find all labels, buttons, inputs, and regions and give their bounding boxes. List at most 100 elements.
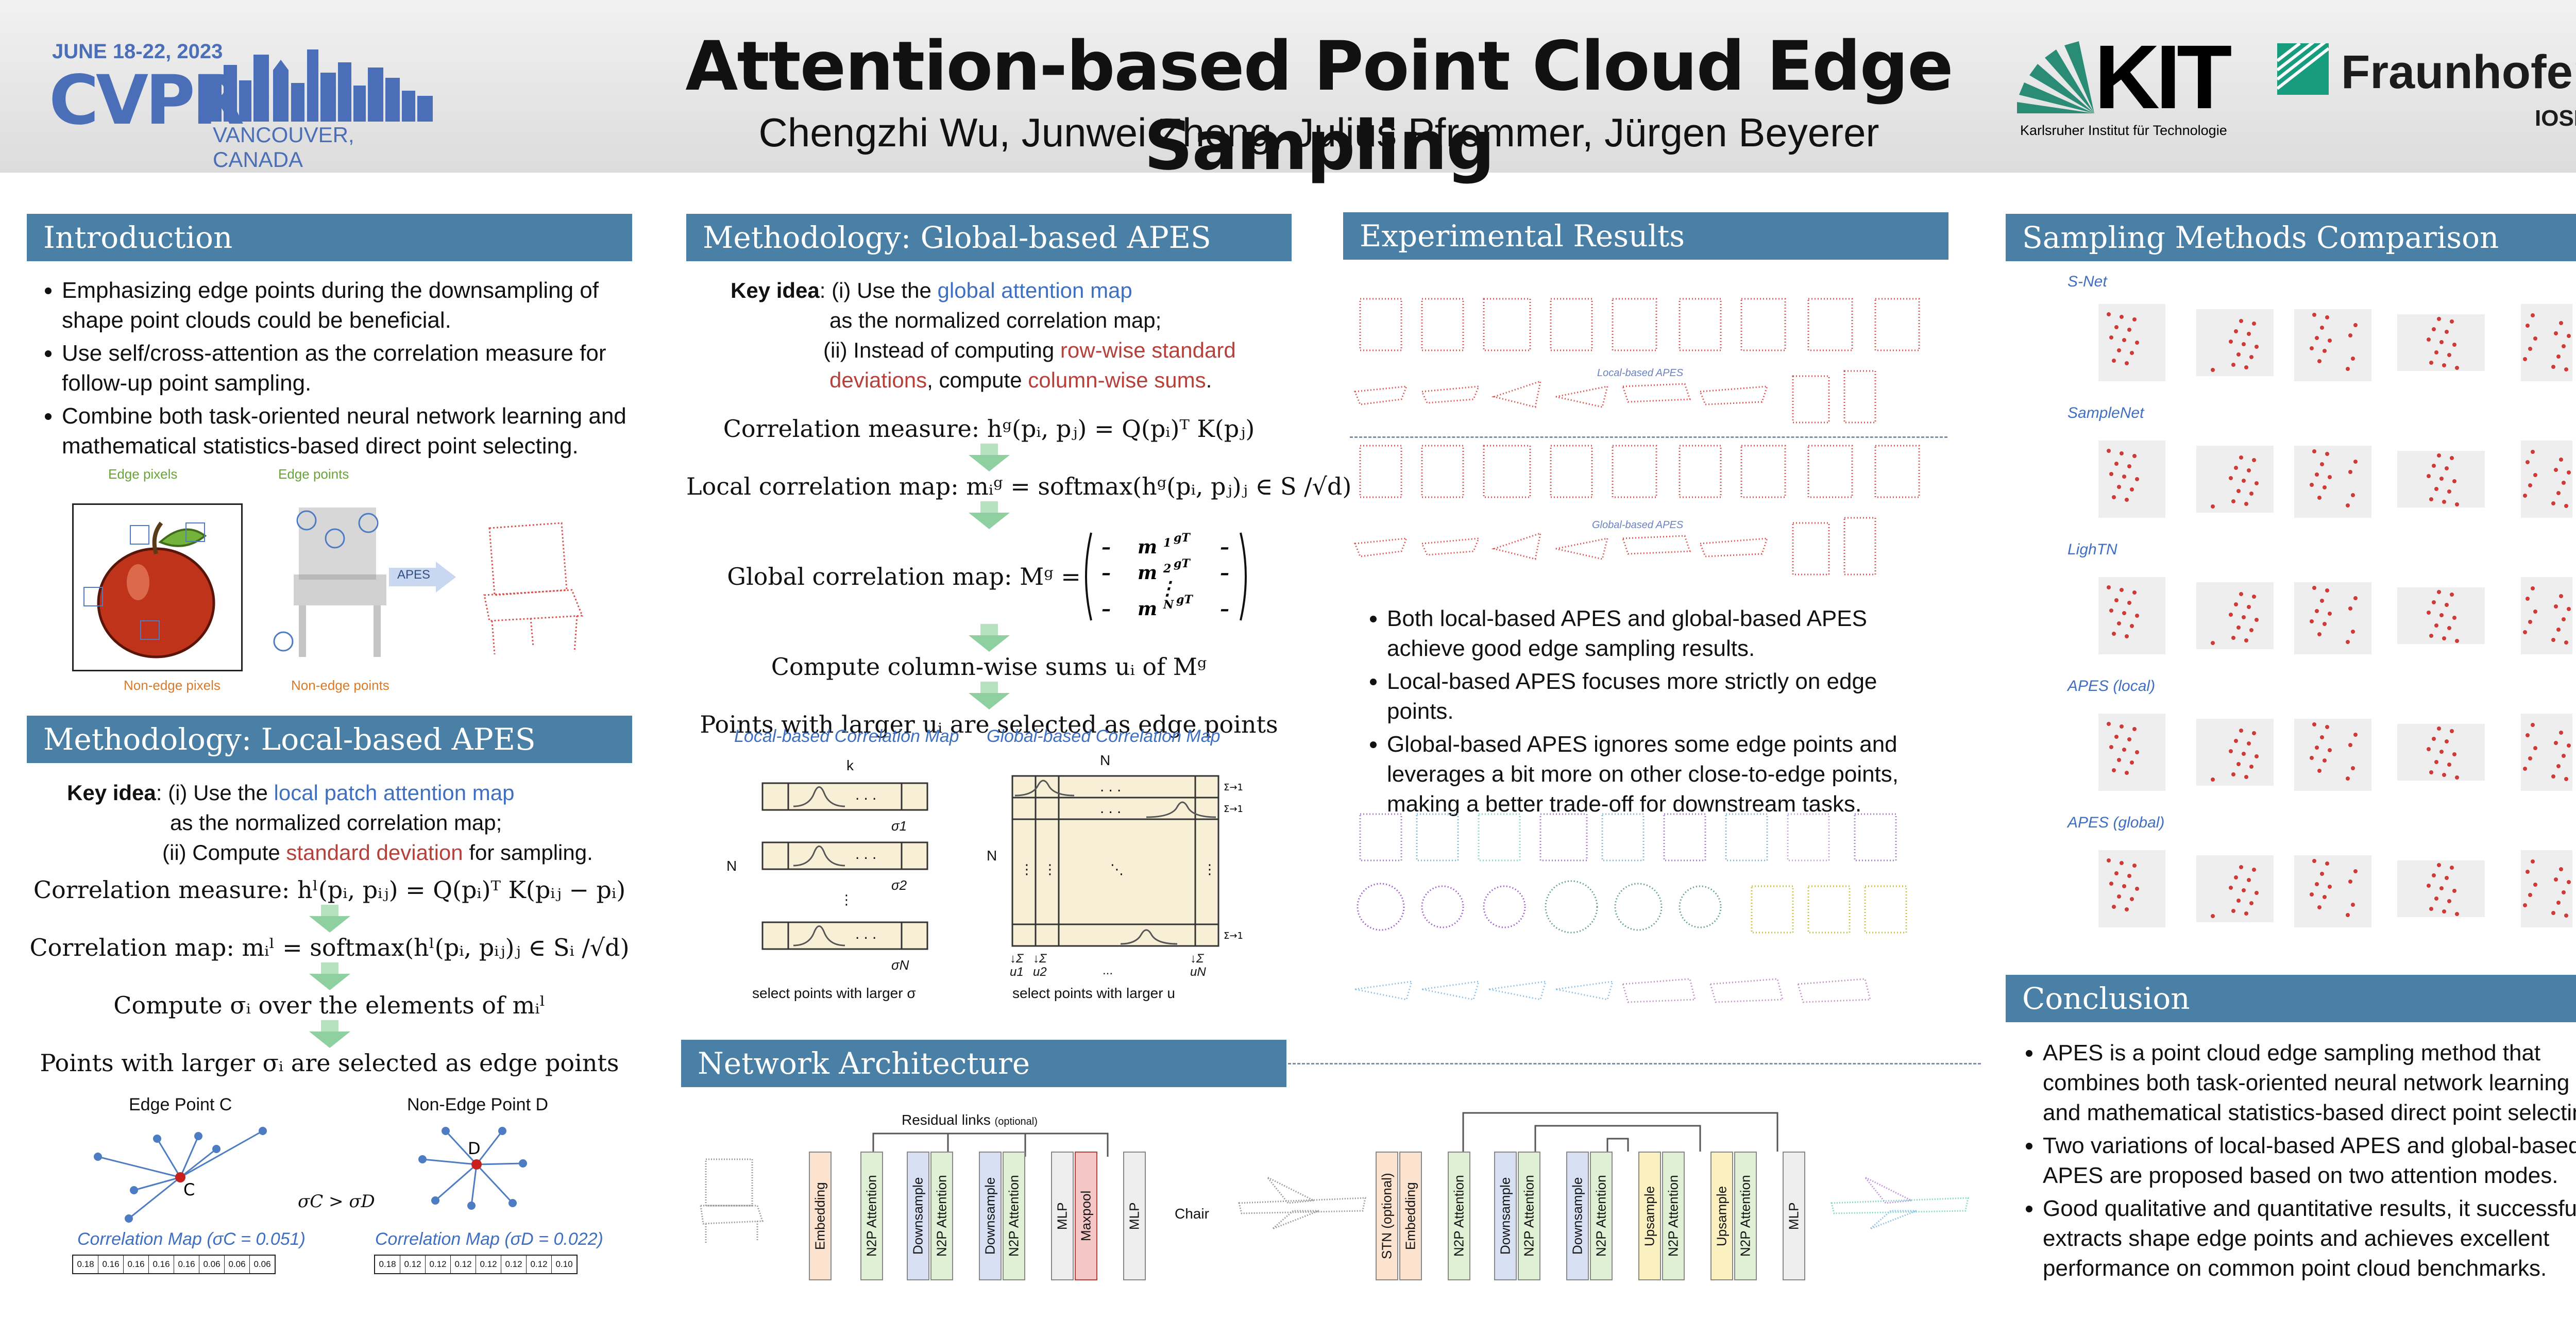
method-label: APES (local)	[2067, 678, 2156, 695]
edge-point-c-label: Edge Point C	[129, 1095, 232, 1114]
select-u-caption: select points with larger u	[1012, 985, 1175, 1001]
svg-text:⋱: ⋱	[1110, 862, 1124, 877]
skip-arrows-icon	[1462, 1112, 1778, 1154]
method-label: APES (global)	[2067, 814, 2165, 831]
sample-point	[2328, 748, 2332, 752]
key-idea-line2: as the normalized correlation map;	[170, 810, 502, 835]
sample-point	[2533, 473, 2537, 477]
intro-bullets: Emphasizing edge points during the downs…	[26, 276, 634, 461]
sample-point	[2346, 776, 2350, 781]
sample-point	[2252, 458, 2256, 462]
global-eq-local-map: Local correlation map: mᵢᵍ = softmax(hᵍ(…	[686, 472, 1352, 500]
local-eq-sigma: Compute σᵢ over the elements of mᵢˡ	[113, 991, 546, 1019]
conclusion-heading: Conclusion	[2006, 975, 2576, 1022]
global-key-idea: Key idea: (i) Use the global attention m…	[731, 276, 1297, 395]
sample-point	[2556, 491, 2561, 495]
value-cell: 0.12	[476, 1256, 501, 1273]
sample-point	[2559, 594, 2563, 598]
svg-text:. . .: . . .	[855, 847, 876, 863]
edge-point-c-graph: C	[94, 1127, 267, 1223]
sample-point	[2556, 354, 2561, 359]
net-block: N2P Attention	[1734, 1152, 1757, 1280]
local-equations: Correlation measure: hˡ(pᵢ, pᵢⱼ) = Q(pᵢ)…	[27, 876, 632, 1077]
value-cell: 0.16	[174, 1256, 199, 1273]
n-label: N	[987, 848, 997, 864]
sample-point	[2554, 877, 2558, 882]
value-cell: 0.12	[451, 1256, 476, 1273]
cls-network-diagram: Residual links (optional) Embedding N2P …	[690, 1108, 1236, 1280]
sample-point	[2109, 335, 2113, 340]
global-equations: Correlation measure: hᵍ(pᵢ, pⱼ) = Q(pᵢ)ᵀ…	[686, 415, 1352, 738]
sample-point	[2559, 458, 2563, 462]
net-block: STN (optional)	[1376, 1152, 1398, 1280]
sigma-2: σ2	[891, 877, 907, 893]
sample-point	[2523, 630, 2527, 634]
key-idea-text: : (i) Use the	[819, 278, 938, 302]
value-cell: 0.12	[426, 1256, 451, 1273]
sample-point	[2325, 315, 2329, 319]
intro-text: Emphasizing edge points during the downs…	[26, 276, 634, 464]
sample-point	[2120, 451, 2124, 455]
sample-point	[2528, 620, 2532, 624]
sample-point	[2234, 329, 2238, 333]
net-block: Upsample	[1638, 1152, 1661, 1280]
sample-point	[2432, 464, 2436, 468]
sample-point	[2127, 464, 2131, 468]
sample-point	[2231, 363, 2235, 367]
sample-point	[2437, 726, 2441, 731]
sample-point	[2445, 876, 2449, 880]
sample-point	[2127, 601, 2131, 605]
residual-text: Residual links	[902, 1112, 991, 1128]
comparison-points-image	[2098, 304, 2572, 927]
sample-point	[2132, 864, 2137, 868]
sample-point	[2351, 766, 2355, 770]
sample-point	[2323, 485, 2327, 489]
value-cell: 0.12	[501, 1256, 527, 1273]
sample-point	[2445, 603, 2449, 607]
sample-point	[2234, 466, 2238, 470]
sample-point	[2351, 493, 2355, 497]
value-cell: 0.16	[98, 1256, 124, 1273]
sample-point	[2312, 586, 2316, 590]
sample-point	[2567, 743, 2571, 748]
global-eq-correlation: Correlation measure: hᵍ(pᵢ, pⱼ) = Q(pᵢ)ᵀ…	[723, 415, 1255, 443]
sample-point	[2117, 348, 2121, 352]
header-banner	[0, 0, 2576, 173]
n-label: N	[726, 858, 737, 874]
sample-point	[2325, 588, 2329, 593]
list-item: Local-based APES focuses more strictly o…	[1387, 667, 1948, 726]
u-label: ↓Σ u1	[1010, 952, 1024, 979]
sample-point	[2346, 913, 2350, 917]
results-text: Both local-based APES and global-based A…	[1351, 604, 1948, 822]
sample-point	[2556, 764, 2561, 768]
sample-point	[2320, 872, 2324, 876]
net-block: Downsample	[1566, 1152, 1589, 1280]
sample-point	[2528, 483, 2532, 487]
sample-point	[2554, 331, 2558, 335]
svg-text:D: D	[468, 1139, 481, 1158]
nonedge-point-d-graph: D	[418, 1127, 527, 1210]
sample-point	[2310, 346, 2314, 350]
list-item: Use self/cross-attention as the correlat…	[62, 339, 634, 398]
sample-point	[2328, 339, 2332, 343]
sample-point	[2249, 765, 2253, 769]
sample-point	[2120, 588, 2124, 592]
sample-point	[2531, 313, 2535, 317]
sample-point	[2242, 479, 2246, 483]
net-block: N2P Attention	[1662, 1152, 1685, 1280]
down-arrow-icon	[968, 682, 1010, 709]
sample-point	[2320, 735, 2324, 739]
svg-text:1: 1	[1163, 536, 1171, 550]
corr-map-d-caption: Correlation Map (σD = 0.022)	[375, 1229, 603, 1249]
sample-point	[2211, 504, 2215, 509]
svg-text:Σ→1: Σ→1	[1224, 782, 1243, 793]
sample-point	[2312, 859, 2316, 863]
sample-point	[2255, 345, 2259, 349]
sample-point	[2211, 641, 2215, 645]
svg-text:–: –	[1101, 598, 1111, 620]
sample-point	[2112, 359, 2116, 363]
results-divider	[1350, 436, 1947, 438]
sigma-1: σ1	[891, 818, 907, 834]
results-bullets: Both local-based APES and global-based A…	[1351, 604, 1948, 819]
